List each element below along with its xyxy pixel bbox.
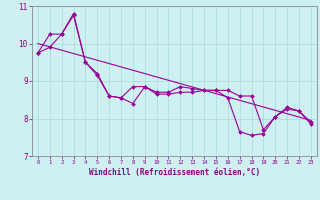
X-axis label: Windchill (Refroidissement éolien,°C): Windchill (Refroidissement éolien,°C) <box>89 168 260 177</box>
